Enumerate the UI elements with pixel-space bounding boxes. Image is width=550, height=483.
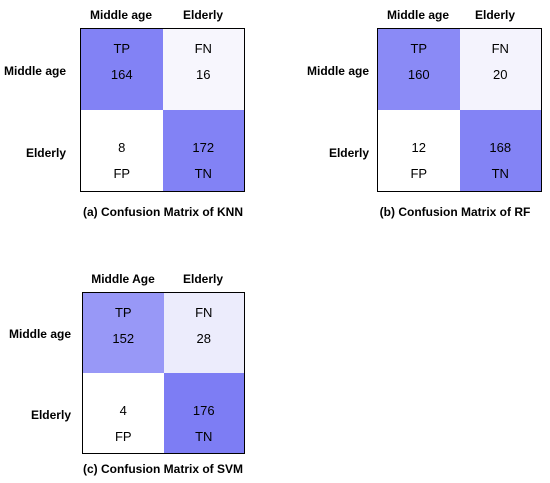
- cell-fp: 12 FP: [378, 110, 460, 191]
- row-label-elderly: Elderly: [328, 146, 369, 160]
- column-label-middle-age: Middle age: [386, 8, 450, 22]
- cell-tag: TP: [410, 41, 428, 56]
- row-label-middle-age: Middle age: [8, 327, 71, 341]
- row-label-elderly: Elderly: [25, 146, 66, 160]
- cell-value: 172: [192, 140, 215, 155]
- column-label-middle-age: Middle age: [89, 8, 153, 22]
- cell-tag: FN: [194, 41, 212, 56]
- cell-value: 168: [489, 140, 512, 155]
- cell-value: 160: [407, 67, 430, 82]
- row-label-middle-age: Middle age: [306, 64, 369, 78]
- cell-tag: FP: [114, 429, 132, 444]
- column-label-middle-age: Middle Age: [91, 272, 155, 286]
- cell-tag: TP: [113, 41, 131, 56]
- cell-tn: 172 TN: [162, 110, 244, 191]
- cell-tag: FP: [113, 166, 131, 181]
- matrix-grid: TP 164 FN 16 8 FP 172 TN: [80, 28, 245, 192]
- cell-fp: 8 FP: [81, 110, 163, 191]
- cell-tag: FP: [410, 166, 428, 181]
- cell-tag: TN: [194, 166, 212, 181]
- cell-tag: FN: [491, 41, 509, 56]
- chart-title: (a) Confusion Matrix of KNN: [83, 205, 243, 219]
- chart-title: (c) Confusion Matrix of SVM: [83, 462, 243, 476]
- cell-tp: TP 160: [378, 29, 460, 110]
- row-label-elderly: Elderly: [30, 408, 71, 422]
- cell-value: 16: [196, 67, 211, 82]
- cell-value: 20: [493, 67, 508, 82]
- cell-tag: TP: [114, 305, 132, 320]
- cell-fn: FN 28: [163, 293, 244, 373]
- column-label-elderly: Elderly: [182, 8, 224, 22]
- cell-tag: TN: [195, 429, 213, 444]
- cell-tag: FN: [195, 305, 213, 320]
- cell-value: 28: [196, 331, 211, 346]
- cell-value: 176: [192, 403, 215, 418]
- cell-value: 164: [110, 67, 133, 82]
- cell-value: 8: [118, 140, 126, 155]
- row-label-middle-age: Middle age: [3, 64, 66, 78]
- cell-fn: FN 16: [162, 29, 244, 110]
- cell-fn: FN 20: [459, 29, 541, 110]
- column-label-elderly: Elderly: [182, 272, 224, 286]
- column-label-elderly: Elderly: [474, 8, 516, 22]
- matrix-grid: TP 160 FN 20 12 FP 168 TN: [377, 28, 542, 192]
- cell-value: 4: [119, 403, 127, 418]
- cell-tp: TP 152: [83, 293, 164, 373]
- cell-tp: TP 164: [81, 29, 163, 110]
- matrix-grid: TP 152 FN 28 4 FP 176 TN: [82, 292, 245, 454]
- cell-tag: TN: [491, 166, 509, 181]
- cell-value: 12: [411, 140, 426, 155]
- cell-tn: 176 TN: [163, 373, 244, 453]
- cell-tn: 168 TN: [459, 110, 541, 191]
- cell-value: 152: [112, 331, 135, 346]
- cell-fp: 4 FP: [83, 373, 164, 453]
- chart-title: (b) Confusion Matrix of RF: [379, 205, 531, 219]
